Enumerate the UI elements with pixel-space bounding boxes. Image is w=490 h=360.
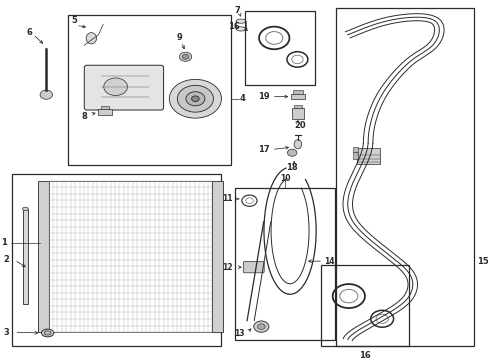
- Ellipse shape: [42, 329, 54, 337]
- Text: 20: 20: [294, 121, 306, 130]
- Text: 16: 16: [228, 22, 240, 31]
- Text: 1: 1: [1, 238, 7, 247]
- Text: 3: 3: [4, 328, 10, 337]
- Ellipse shape: [23, 207, 28, 211]
- Bar: [101, 106, 109, 109]
- Text: 17: 17: [258, 145, 270, 154]
- Ellipse shape: [236, 19, 245, 23]
- Bar: [213, 181, 223, 332]
- Bar: [68, 15, 231, 165]
- Ellipse shape: [236, 27, 245, 31]
- Circle shape: [182, 54, 189, 59]
- Bar: [293, 90, 303, 94]
- Bar: [245, 11, 315, 85]
- Circle shape: [192, 96, 199, 102]
- Bar: [336, 8, 473, 346]
- Circle shape: [186, 92, 205, 106]
- Text: 11: 11: [222, 194, 233, 203]
- Circle shape: [258, 324, 265, 329]
- Circle shape: [288, 149, 297, 156]
- Bar: [291, 94, 305, 99]
- Bar: [23, 209, 28, 304]
- Bar: [353, 147, 358, 152]
- Bar: [320, 265, 409, 346]
- Text: 14: 14: [324, 257, 335, 266]
- Circle shape: [169, 79, 221, 118]
- FancyBboxPatch shape: [244, 261, 264, 273]
- Bar: [12, 174, 221, 346]
- Ellipse shape: [86, 33, 97, 44]
- Text: 10: 10: [280, 174, 291, 183]
- Bar: [292, 108, 304, 119]
- Bar: [235, 188, 335, 340]
- Circle shape: [177, 85, 214, 112]
- Bar: [294, 105, 302, 108]
- Text: 12: 12: [222, 263, 233, 272]
- Text: 13: 13: [234, 329, 245, 338]
- Text: 6: 6: [27, 28, 32, 37]
- Text: 15: 15: [477, 257, 489, 266]
- Circle shape: [104, 78, 127, 95]
- Circle shape: [254, 321, 269, 332]
- Text: 2: 2: [4, 256, 10, 265]
- Text: 8: 8: [81, 112, 87, 121]
- Text: 7: 7: [235, 6, 241, 15]
- Text: 16: 16: [359, 351, 370, 360]
- Text: 9: 9: [176, 33, 182, 42]
- Text: 4: 4: [240, 94, 246, 103]
- Bar: [98, 109, 112, 115]
- Circle shape: [179, 52, 192, 61]
- Bar: [357, 148, 380, 164]
- Text: 18: 18: [286, 163, 298, 172]
- Ellipse shape: [45, 331, 51, 335]
- FancyBboxPatch shape: [84, 65, 164, 110]
- Bar: [38, 181, 49, 332]
- Bar: [49, 181, 213, 332]
- Bar: [353, 152, 358, 158]
- Ellipse shape: [294, 140, 302, 149]
- Text: 5: 5: [71, 16, 77, 25]
- Circle shape: [40, 90, 52, 99]
- Text: 19: 19: [258, 92, 270, 101]
